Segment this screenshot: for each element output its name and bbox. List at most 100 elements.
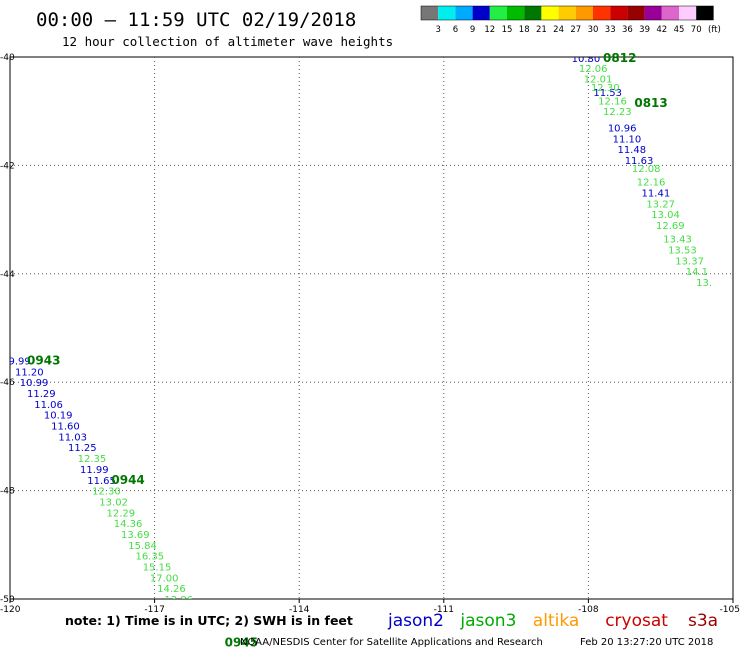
scale-border <box>420 5 714 21</box>
data-labels: 10.8011.5310.9611.1011.4811.6311.419.991… <box>9 57 712 649</box>
scale-label: 12 <box>484 25 495 35</box>
jason3-wave-height-label: 12.06 <box>579 64 608 75</box>
scale-swatch <box>472 6 490 20</box>
scale-swatch <box>593 6 611 20</box>
scale-label: 3 <box>435 25 440 35</box>
x-tick-label: -111 <box>434 605 454 615</box>
scale-label: 18 <box>519 25 530 35</box>
jason2-wave-height-label: 11.25 <box>68 443 97 454</box>
jason3-wave-height-label: 12.08 <box>632 164 661 175</box>
jason3-wave-height-label: 13.43 <box>663 235 692 246</box>
jason2-wave-height-label: 11.60 <box>51 422 80 433</box>
jason3-wave-height-label: 13.53 <box>668 245 697 256</box>
scale-label: 42 <box>656 25 667 35</box>
scale-swatch <box>610 6 628 20</box>
scale-unit: (ft) <box>708 25 721 35</box>
y-tick-label: -50 <box>0 595 15 605</box>
scale-swatch <box>455 6 473 20</box>
pass-time-label: 0945 <box>225 635 258 649</box>
jason2-wave-height-label: 10.96 <box>608 123 637 134</box>
jason2-wave-height-label: 11.48 <box>617 145 646 156</box>
jason3-wave-height-label: 17.00 <box>150 573 179 584</box>
satellite-legend: jason2 jason3 altika cryosat s3a <box>387 611 718 631</box>
x-tick-label: -117 <box>144 605 164 615</box>
jason3-wave-height-label: 15.84 <box>128 541 157 552</box>
y-tick-label: -44 <box>0 270 15 280</box>
scale-label: 36 <box>622 25 633 35</box>
y-tick-label: -40 <box>0 53 15 63</box>
scale-label: 70 <box>691 25 702 35</box>
jason2-wave-height-label: 9.99 <box>9 357 31 368</box>
jason2-wave-height-label: 11.99 <box>80 465 109 476</box>
jason3-wave-height-label: 15.15 <box>143 562 172 573</box>
scale-label: 27 <box>570 25 581 35</box>
jason3-wave-height-label: 16.35 <box>135 552 164 563</box>
jason3-wave-height-label: 14.61 <box>186 628 215 639</box>
legend-altika: altika <box>533 611 580 631</box>
scale-swatch <box>679 6 697 20</box>
scale-label: 45 <box>674 25 685 35</box>
jason2-wave-height-label: 11.03 <box>58 432 87 443</box>
jason3-wave-height-label: 12.69 <box>656 221 685 232</box>
y-tick-label: -46 <box>0 378 15 388</box>
scale-label: 15 <box>502 25 513 35</box>
jason2-wave-height-label: 11.06 <box>34 400 63 411</box>
jason3-wave-height-label: 12.35 <box>78 454 107 465</box>
scale-swatch <box>421 6 439 20</box>
jason2-wave-height-label: 11.41 <box>642 189 671 200</box>
scale-swatch <box>489 6 507 20</box>
y-tick-label: -42 <box>0 161 15 171</box>
scale-label: 9 <box>470 25 475 35</box>
legend-cryosat: cryosat <box>605 611 668 631</box>
scale-swatch <box>575 6 593 20</box>
jason3-wave-height-label: 12.01 <box>584 75 613 86</box>
scale-swatch <box>696 6 714 20</box>
chart-title: 00:00 – 11:59 UTC 02/19/2018 <box>36 9 356 31</box>
jason3-wave-height-label: 13.27 <box>646 199 675 210</box>
jason3-wave-height-label: 17.58 <box>193 638 222 649</box>
wave-height-color-scale: 3 6 9 12 15 18 21 24 27 30 33 36 39 42 45 70 <box>420 5 714 35</box>
scale-swatch <box>627 6 645 20</box>
jason3-wave-height-label: 14.26 <box>157 584 186 595</box>
jason3-wave-height-label: 14.1 <box>686 267 708 278</box>
x-tick-label: -120 <box>0 605 21 615</box>
pass-time-label: 0943 <box>27 354 60 368</box>
axis-ticks: -120 -117 -114 -111 -108 -105 -40 -42 -44 -46 -48 -… <box>0 53 740 615</box>
jason2-wave-height-label: 11.29 <box>27 389 56 400</box>
scale-label: 6 <box>453 25 458 35</box>
scale-swatch <box>644 6 662 20</box>
jason3-wave-height-label: 13.37 <box>675 256 704 267</box>
legend-jason2: jason2 <box>387 611 444 631</box>
jason3-wave-height-label: 12.16 <box>598 96 627 107</box>
scale-label: 24 <box>553 25 564 35</box>
jason3-wave-height-label: 12.30 <box>591 83 620 94</box>
scale-swatch <box>661 6 679 20</box>
scale-swatch <box>524 6 542 20</box>
jason3-wave-height-label: 13. <box>696 278 712 289</box>
jason3-wave-height-label: 13.04 <box>651 210 680 221</box>
scale-swatch <box>541 6 559 20</box>
scale-swatch <box>507 6 525 20</box>
scale-swatch <box>558 6 576 20</box>
jason3-wave-height-label: 12.29 <box>107 508 136 519</box>
scale-label: 33 <box>605 25 616 35</box>
jason3-wave-height-label: 14.36 <box>114 519 143 530</box>
scale-label: 39 <box>639 25 650 35</box>
pass-time-label: 0944 <box>111 473 144 487</box>
jason3-wave-height-label: 13.86 <box>164 595 193 606</box>
pass-time-label: 0813 <box>634 96 667 110</box>
jason3-wave-height-label: 13.69 <box>121 530 150 541</box>
units-note: note: 1) Time is in UTC; 2) SWH is in fe… <box>65 613 353 628</box>
jason3-wave-height-label: 12.16 <box>637 178 666 189</box>
jason3-wave-height-label: 12.23 <box>603 107 632 118</box>
scale-label: 30 <box>588 25 599 35</box>
y-tick-label: -48 <box>0 487 15 497</box>
scale-swatch <box>438 6 456 20</box>
x-tick-label: -108 <box>578 605 599 615</box>
jason3-wave-height-label: 12.30 <box>92 487 121 498</box>
scale-label: 21 <box>536 25 547 35</box>
grid-lines <box>10 57 733 599</box>
x-tick-label: -114 <box>289 605 310 615</box>
jason3-wave-height-label: 13.02 <box>99 497 128 508</box>
x-tick-label: -105 <box>720 605 740 615</box>
